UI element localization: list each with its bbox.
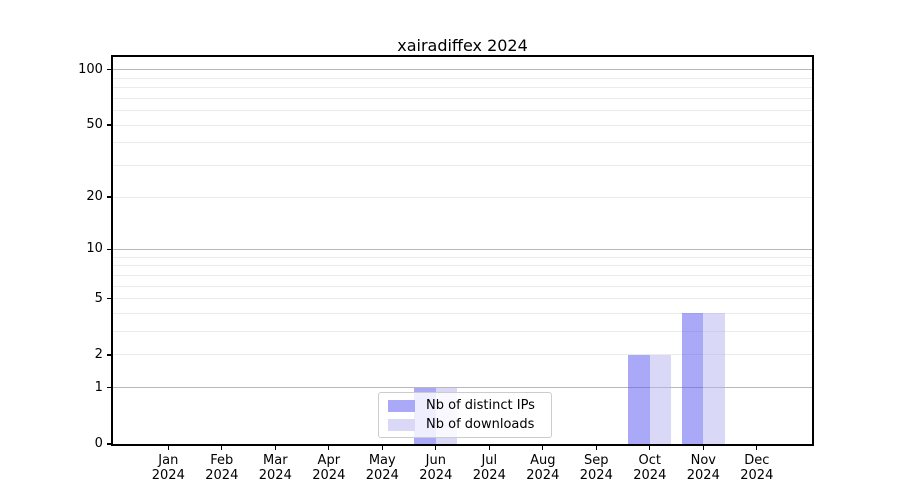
y-tick-label-1: 1 <box>94 379 103 395</box>
x-tick-label-jun: Jun 2024 <box>419 453 453 483</box>
x-tick-mar <box>274 445 276 451</box>
y-tick-2 <box>106 354 112 356</box>
gridline-minor <box>113 87 812 89</box>
axis-spine-bottom <box>111 444 814 446</box>
gridline-minor <box>113 298 812 300</box>
y-tick-100 <box>106 68 112 71</box>
gridline-minor <box>113 196 812 198</box>
x-tick-label-may: May 2024 <box>365 453 399 483</box>
x-tick-feb <box>221 445 223 451</box>
x-tick-label-nov: Nov 2024 <box>686 453 720 483</box>
gridline-minor <box>113 110 812 112</box>
y-tick-1 <box>106 387 112 389</box>
y-tick-50 <box>106 124 112 126</box>
gridline-major <box>113 248 812 250</box>
bar-distinct-ips-nov <box>681 313 704 444</box>
y-tick-label-20: 20 <box>86 189 103 205</box>
x-tick-label-oct: Oct 2024 <box>633 453 667 483</box>
bar-downloads-nov <box>703 313 725 444</box>
gridline-minor <box>113 265 812 267</box>
legend-entry-distinct-ips: Nb of distinct IPs <box>388 398 542 413</box>
axis-spine-top <box>111 55 814 57</box>
x-tick-label-aug: Aug 2024 <box>526 453 560 483</box>
bar-distinct-ips-oct <box>628 354 650 444</box>
gridline-minor <box>113 77 812 79</box>
x-tick-may <box>381 445 383 451</box>
y-tick-5 <box>106 298 112 300</box>
y-tick-10 <box>106 248 112 251</box>
x-tick-dec <box>756 445 758 451</box>
gridline-minor <box>113 124 812 126</box>
gridline-minor <box>113 164 812 166</box>
y-tick-label-5: 5 <box>94 290 103 306</box>
y-tick-label-10: 10 <box>86 241 103 257</box>
y-tick-label-100: 100 <box>78 61 103 77</box>
y-tick-label-0: 0 <box>94 436 103 451</box>
bar-downloads-oct <box>649 354 672 444</box>
axis-spine-right <box>812 57 814 444</box>
y-tick-label-50: 50 <box>86 117 103 133</box>
legend-label-downloads: Nb of downloads <box>426 417 535 432</box>
y-tick-label-2: 2 <box>94 346 103 362</box>
x-tick-apr <box>328 445 330 451</box>
x-tick-label-dec: Dec 2024 <box>740 453 774 483</box>
legend: Nb of distinct IPs Nb of downloads <box>378 392 552 438</box>
axis-spine-left <box>111 57 113 444</box>
gridline-minor <box>113 97 812 99</box>
x-tick-nov <box>702 445 704 451</box>
x-tick-jan <box>167 445 169 451</box>
x-tick-oct <box>649 445 651 451</box>
gridline-minor <box>113 274 812 276</box>
legend-label-distinct-ips: Nb of distinct IPs <box>426 398 535 413</box>
x-tick-label-jul: Jul 2024 <box>472 453 506 483</box>
legend-swatch-downloads-icon <box>388 418 415 431</box>
x-tick-jul <box>488 445 490 451</box>
y-tick-0 <box>106 443 112 445</box>
gridline-minor <box>113 256 812 258</box>
gridline-minor <box>113 142 812 144</box>
x-tick-aug <box>542 445 544 451</box>
y-tick-20 <box>106 196 112 198</box>
x-tick-label-jan: Jan 2024 <box>151 453 185 483</box>
x-tick-jun <box>435 445 437 451</box>
x-tick-label-mar: Mar 2024 <box>258 453 292 483</box>
gridline-major <box>113 69 812 71</box>
x-tick-label-apr: Apr 2024 <box>312 453 346 483</box>
legend-swatch-distinct-ips-icon <box>388 399 415 412</box>
x-tick-label-feb: Feb 2024 <box>205 453 239 483</box>
chart-title: xairadiffex 2024 <box>397 36 528 55</box>
legend-entry-downloads: Nb of downloads <box>388 417 542 432</box>
x-tick-label-sep: Sep 2024 <box>579 453 613 483</box>
x-tick-sep <box>595 445 597 451</box>
gridline-minor <box>113 285 812 287</box>
